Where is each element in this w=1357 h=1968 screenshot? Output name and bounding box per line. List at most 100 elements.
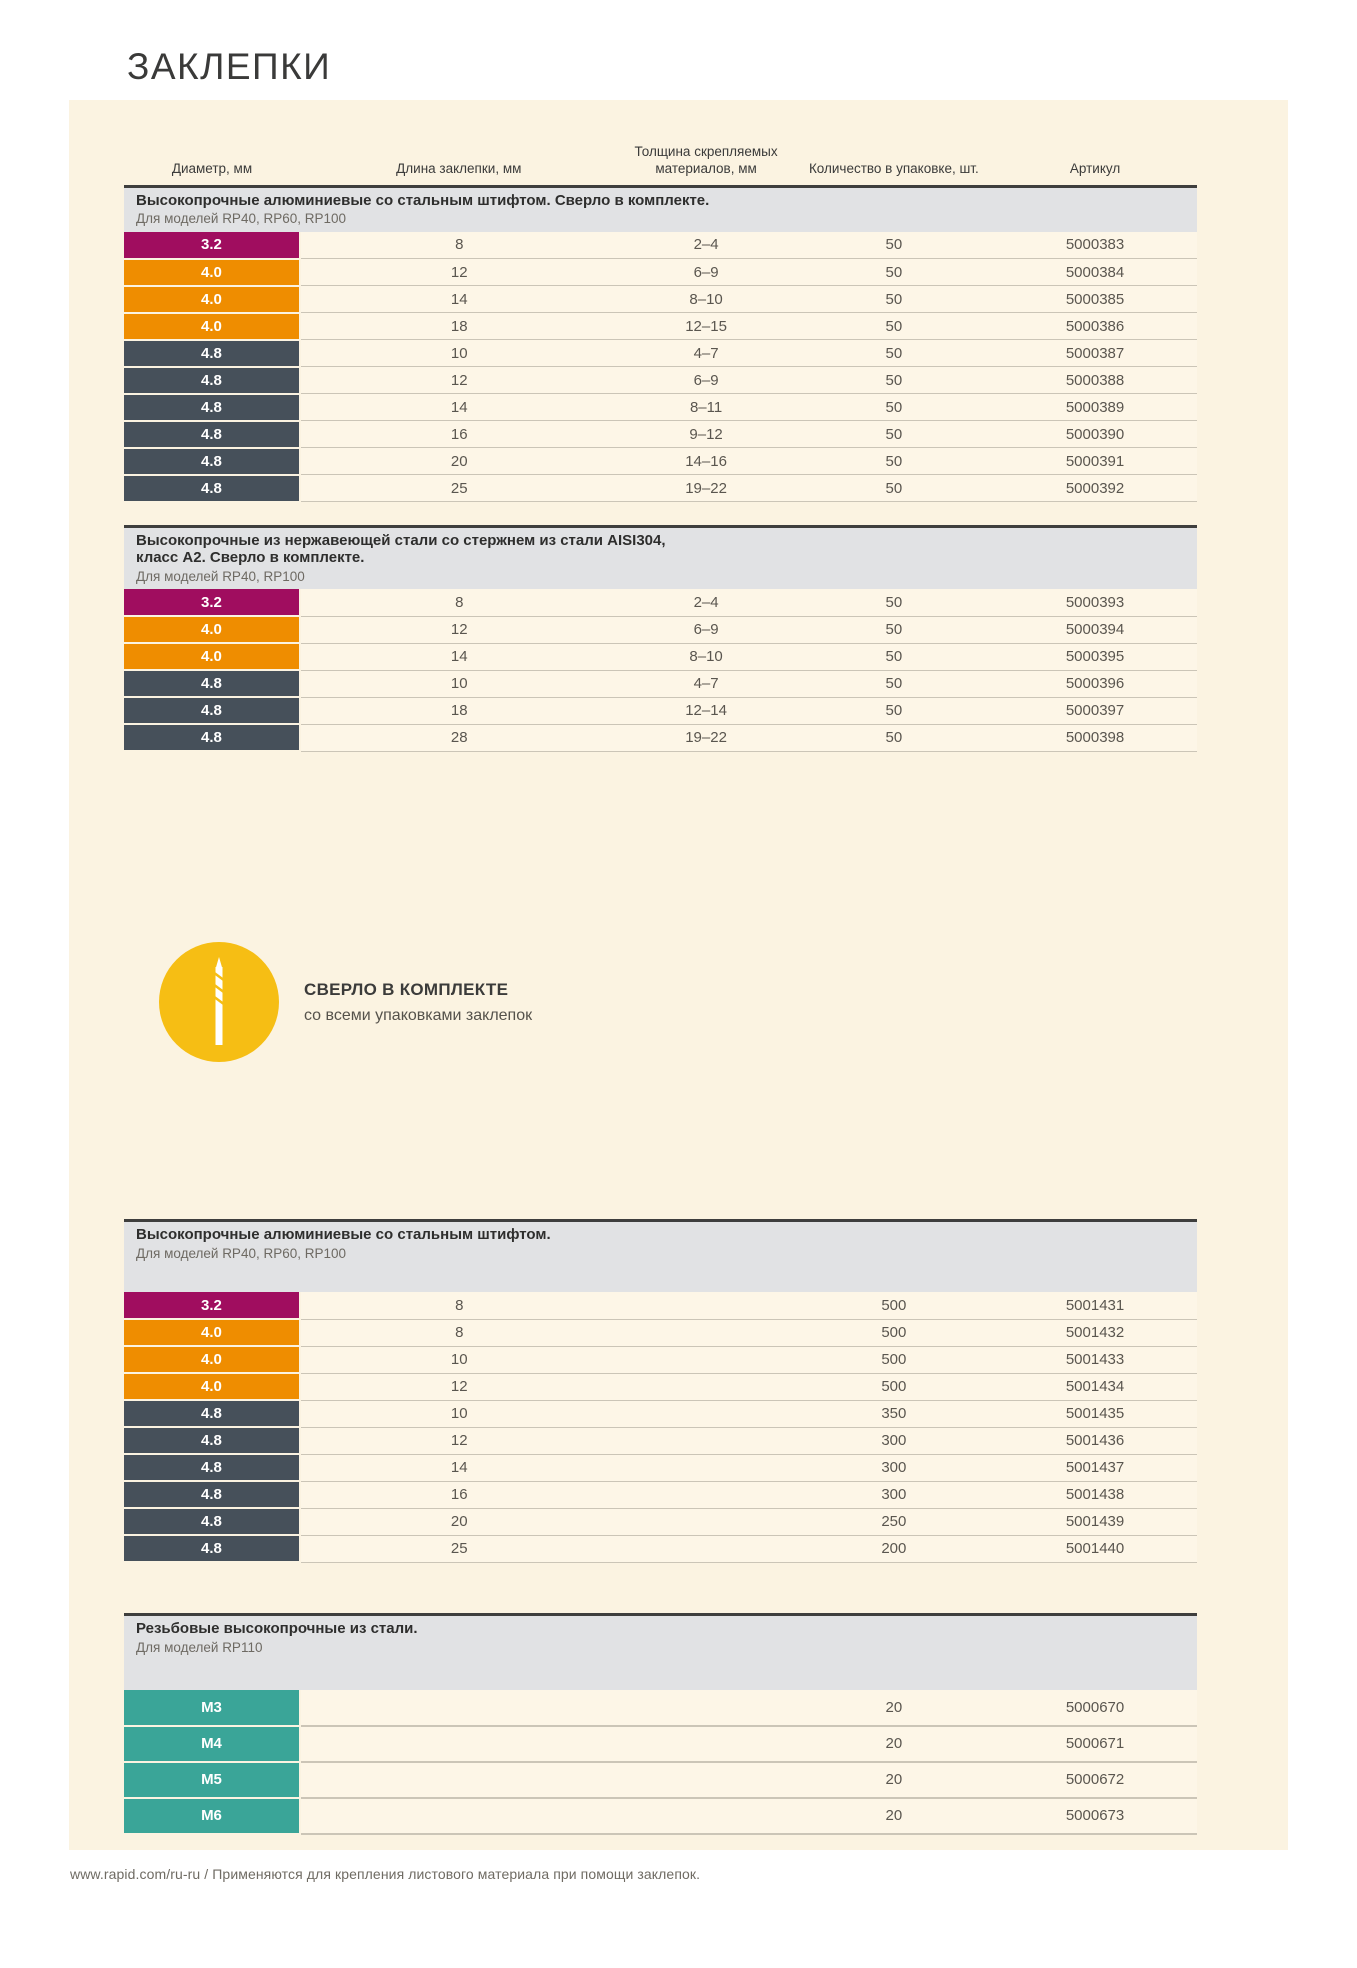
diameter-cell: M3 bbox=[124, 1689, 301, 1727]
length-cell: 16 bbox=[299, 420, 618, 449]
sku-cell: 5001433 bbox=[993, 1346, 1197, 1374]
table-row: 4.0 8 500 5001432 bbox=[124, 1319, 1197, 1348]
section-title-line: Высокопрочные алюминиевые со стальным шт… bbox=[136, 191, 710, 209]
section-threaded-steel: Резьбовые высокопрочные из стали. Для мод… bbox=[124, 1613, 1197, 1835]
qty-cell: 50 bbox=[794, 724, 994, 752]
section-subtitle: Для моделей RP40, RP100 bbox=[136, 569, 305, 584]
table-row: 4.8 10 4–7 50 5000387 bbox=[124, 339, 1197, 368]
table-row: 3.2 8 2–4 50 5000393 bbox=[124, 589, 1197, 618]
qty-cell: 200 bbox=[794, 1535, 994, 1563]
diameter-cell: 4.8 bbox=[124, 366, 301, 395]
sku-cell: 5000392 bbox=[993, 474, 1197, 503]
diameter-cell: 4.0 bbox=[124, 285, 301, 314]
qty-cell: 20 bbox=[794, 1689, 994, 1727]
thickness-cell bbox=[617, 1400, 795, 1428]
length-cell: 14 bbox=[299, 1454, 618, 1482]
diameter-cell: 4.0 bbox=[124, 616, 301, 645]
table-row: 4.8 12 300 5001436 bbox=[124, 1427, 1197, 1456]
sku-cell: 5000672 bbox=[993, 1761, 1197, 1799]
diameter-cell: 4.8 bbox=[124, 724, 301, 753]
diameter-cell: 4.8 bbox=[124, 420, 301, 449]
length-cell: 12 bbox=[299, 258, 618, 287]
section-aluminium: Высокопрочные алюминиевые со стальным шт… bbox=[124, 1219, 1197, 1564]
spec-table: 3.2 8 500 5001431 4.0 8 500 5001432 4.0 10 500 5001… bbox=[124, 1292, 1197, 1564]
sku-cell: 5000390 bbox=[993, 420, 1197, 449]
qty-cell: 50 bbox=[794, 697, 994, 725]
section-rule bbox=[124, 524, 1197, 528]
sku-cell: 5000394 bbox=[993, 616, 1197, 644]
length-cell: 16 bbox=[299, 1481, 618, 1509]
table-row: 3.2 8 500 5001431 bbox=[124, 1292, 1197, 1321]
thickness-cell bbox=[617, 1292, 795, 1320]
section-rule bbox=[124, 184, 1197, 188]
page-footer: www.rapid.com/ru-ru / Применяются для креп… bbox=[70, 1866, 1357, 1882]
thickness-cell bbox=[617, 1508, 795, 1536]
qty-cell: 50 bbox=[794, 643, 994, 671]
thickness-cell bbox=[617, 1454, 795, 1482]
sku-cell: 5000673 bbox=[993, 1797, 1197, 1835]
table-row: 4.8 10 350 5001435 bbox=[124, 1400, 1197, 1429]
table-row: 4.8 14 8–11 50 5000389 bbox=[124, 393, 1197, 422]
table-row: 4.8 25 200 5001440 bbox=[124, 1535, 1197, 1564]
section-header-band: Высокопрочные алюминиевые со стальным шт… bbox=[124, 1222, 1197, 1293]
section-rule bbox=[124, 1613, 1197, 1617]
diameter-cell: 4.8 bbox=[124, 1454, 301, 1483]
qty-cell: 500 bbox=[794, 1373, 994, 1401]
thickness-cell: 12–15 bbox=[617, 312, 795, 341]
diameter-cell: 3.2 bbox=[124, 1292, 301, 1321]
table-row: M4 20 5000671 bbox=[124, 1725, 1197, 1763]
diameter-cell: 4.8 bbox=[124, 474, 301, 503]
thickness-cell bbox=[617, 1346, 795, 1374]
col-header-length: Длина заклепки, мм bbox=[396, 160, 522, 176]
table-row: 4.8 25 19–22 50 5000392 bbox=[124, 474, 1197, 503]
thickness-cell: 8–10 bbox=[617, 643, 795, 671]
diameter-cell: 4.0 bbox=[124, 643, 301, 672]
length-cell bbox=[299, 1797, 618, 1835]
sku-cell: 5000670 bbox=[993, 1689, 1197, 1727]
qty-cell: 50 bbox=[794, 589, 994, 617]
sku-cell: 5000393 bbox=[993, 589, 1197, 617]
diameter-cell: 4.8 bbox=[124, 670, 301, 699]
page-title: ЗАКЛЕПКИ bbox=[127, 46, 332, 87]
sku-cell: 5001434 bbox=[993, 1373, 1197, 1401]
section-aluminium-drill-included: Высокопрочные алюминиевые со стальным шт… bbox=[124, 184, 1197, 503]
table-row: M5 20 5000672 bbox=[124, 1761, 1197, 1799]
length-cell: 20 bbox=[299, 447, 618, 476]
table-row: 4.8 14 300 5001437 bbox=[124, 1454, 1197, 1483]
col-header-diameter: Диаметр, мм bbox=[171, 160, 253, 176]
section-header-band: Высокопрочные из нержавеющей стали со ст… bbox=[124, 527, 1197, 590]
length-cell: 8 bbox=[299, 231, 618, 260]
spec-table: 3.2 8 2–4 50 5000393 4.0 12 6–9 50 5000394 4.0 14 8–… bbox=[124, 589, 1197, 753]
qty-cell: 50 bbox=[794, 285, 994, 314]
diameter-cell: 4.0 bbox=[124, 1346, 301, 1375]
sku-cell: 5001440 bbox=[993, 1535, 1197, 1563]
length-cell bbox=[299, 1761, 618, 1799]
diameter-cell: 3.2 bbox=[124, 231, 301, 260]
table-row: 4.8 20 14–16 50 5000391 bbox=[124, 447, 1197, 476]
diameter-cell: 4.0 bbox=[124, 1319, 301, 1348]
section-title-line: Резьбовые высокопрочные из стали. bbox=[136, 1620, 418, 1638]
length-cell: 28 bbox=[299, 724, 618, 752]
length-cell: 12 bbox=[299, 616, 618, 644]
thickness-cell: 6–9 bbox=[617, 616, 795, 644]
table-row: 4.0 12 6–9 50 5000384 bbox=[124, 258, 1197, 287]
sku-cell: 5000395 bbox=[993, 643, 1197, 671]
qty-cell: 50 bbox=[794, 447, 994, 476]
table-row: 4.8 12 6–9 50 5000388 bbox=[124, 366, 1197, 395]
drill-bit-icon bbox=[159, 942, 279, 1063]
sku-cell: 5001431 bbox=[993, 1292, 1197, 1320]
diameter-cell: 4.8 bbox=[124, 393, 301, 422]
qty-cell: 350 bbox=[794, 1400, 994, 1428]
section-header-band: Резьбовые высокопрочные из стали. Для мод… bbox=[124, 1616, 1197, 1690]
table-row: 4.8 20 250 5001439 bbox=[124, 1508, 1197, 1537]
diameter-cell: 4.8 bbox=[124, 1481, 301, 1510]
diameter-cell: M4 bbox=[124, 1725, 301, 1763]
footer-separator: / bbox=[204, 1866, 209, 1882]
thickness-cell: 4–7 bbox=[617, 339, 795, 368]
sku-cell: 5001439 bbox=[993, 1508, 1197, 1536]
section-header-band: Высокопрочные алюминиевые со стальным шт… bbox=[124, 187, 1197, 232]
qty-cell: 50 bbox=[794, 231, 994, 260]
section-title-line: класс А2. Сверло в комплекте. bbox=[136, 549, 365, 567]
footer-url: www.rapid.com/ru-ru bbox=[70, 1866, 201, 1882]
spec-table: 3.2 8 2–4 50 5000383 4.0 12 6–9 50 5000384 4.0 14 8–… bbox=[124, 231, 1197, 503]
